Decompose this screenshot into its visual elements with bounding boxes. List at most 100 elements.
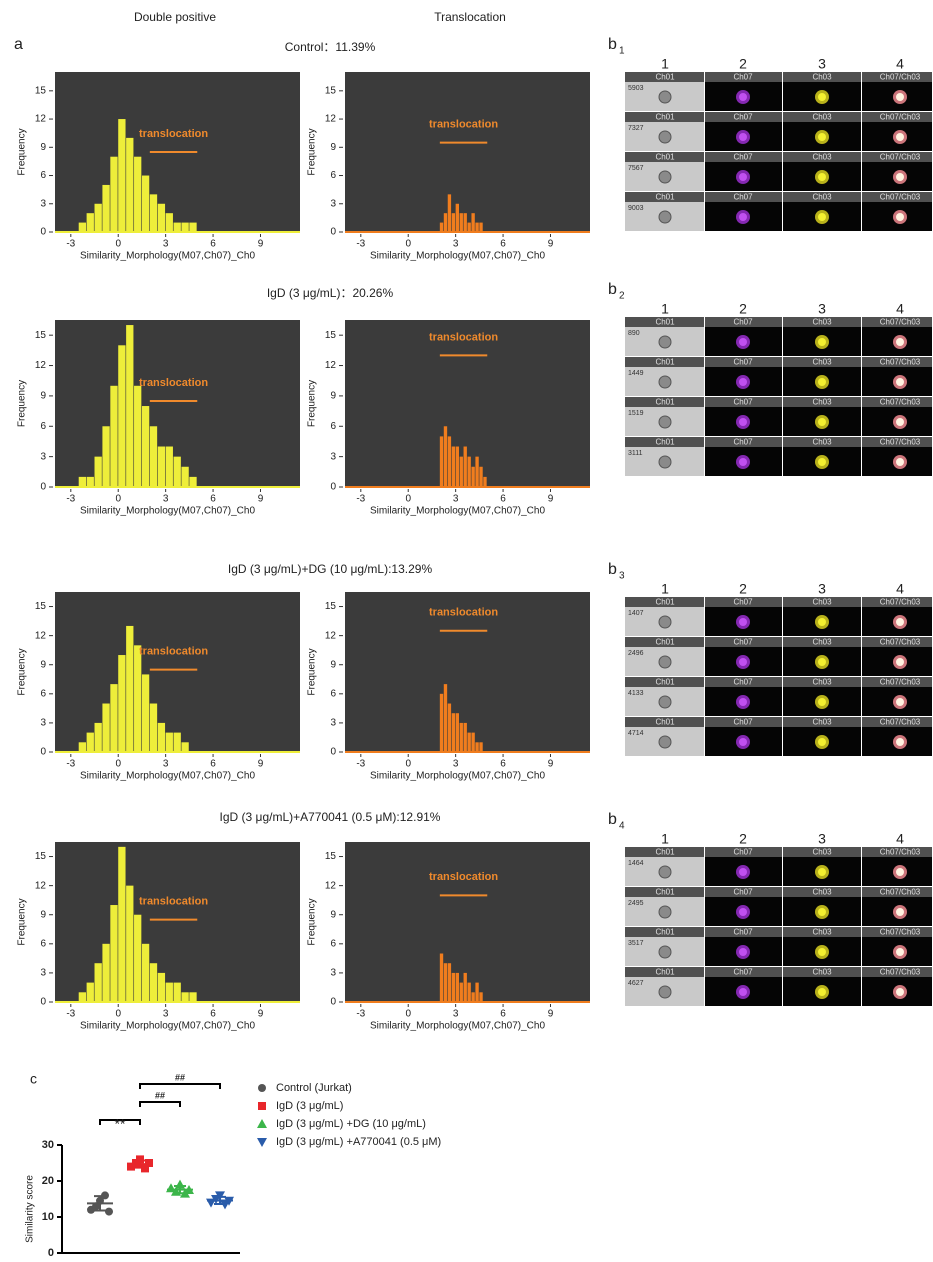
histogram-bar: [102, 426, 109, 487]
channel-label: Ch01: [655, 193, 675, 202]
x-tick-label: -3: [66, 494, 75, 505]
legend-marker: [258, 1084, 266, 1092]
x-tick-label: 6: [210, 494, 216, 505]
y-tick-label: 9: [40, 142, 46, 153]
x-axis-label: Similarity_Morphology(M07,Ch07)_Ch0: [370, 251, 546, 262]
histogram-bar: [126, 325, 133, 487]
histogram-bar: [471, 467, 474, 487]
cell: [896, 93, 904, 101]
cell: [896, 868, 904, 876]
y-tick-label: 3: [40, 451, 46, 462]
channel-label: Ch07/Ch03: [880, 968, 921, 977]
cell: [896, 948, 904, 956]
histogram-bar: [95, 204, 102, 232]
cell: [659, 866, 671, 878]
histogram-bar: [475, 742, 478, 752]
cell-id: 2496: [628, 650, 644, 657]
histogram-bar: [102, 944, 109, 1002]
channel-label: Ch07/Ch03: [880, 928, 921, 937]
cell: [818, 93, 826, 101]
column-number: 3: [818, 831, 826, 847]
legend-marker: [258, 1102, 266, 1110]
cell: [818, 338, 826, 346]
y-tick-label: 6: [40, 688, 46, 699]
cell: [896, 738, 904, 746]
histogram-bar: [479, 992, 482, 1002]
y-tick-label: 0: [40, 747, 46, 758]
cell: [818, 988, 826, 996]
histogram-bar: [79, 992, 86, 1002]
channel-label: Ch07: [733, 113, 753, 122]
cell: [659, 736, 671, 748]
histogram-bar: [468, 733, 471, 752]
channel-label: Ch07: [733, 153, 753, 162]
cell: [739, 458, 747, 466]
significance-bracket: [140, 1084, 220, 1089]
channel-label: Ch07: [733, 398, 753, 407]
y-axis-label: Frequency: [17, 898, 28, 945]
histogram-bar: [110, 157, 117, 232]
panel-label: b: [608, 281, 617, 298]
histogram-bar: [479, 467, 482, 487]
cell: [896, 658, 904, 666]
histogram-bar: [189, 992, 196, 1002]
histogram-bar: [483, 477, 486, 487]
cell: [659, 171, 671, 183]
histogram-bar: [475, 457, 478, 487]
x-axis-label: Similarity_Morphology(M07,Ch07)_Ch0: [370, 1021, 546, 1032]
histogram-bar: [475, 983, 478, 1002]
column-number: 1: [661, 56, 669, 72]
histogram-bar: [464, 723, 467, 752]
gate-annotation: translocation: [139, 377, 208, 389]
channel-label: Ch07: [733, 73, 753, 82]
cell-id: 1464: [628, 860, 644, 867]
histogram-bar: [158, 973, 165, 1002]
y-tick-label: 6: [330, 688, 336, 699]
channel-label: Ch07/Ch03: [880, 73, 921, 82]
plot-background: [345, 72, 590, 232]
panel-label: b: [608, 36, 617, 53]
y-tick-label: 9: [330, 659, 336, 670]
channel-label: Ch07: [733, 358, 753, 367]
y-tick-label: 15: [325, 851, 337, 862]
histogram-bar: [102, 185, 109, 232]
cell: [818, 698, 826, 706]
y-tick-label: 15: [325, 85, 337, 96]
x-axis-label: Similarity_Morphology(M07,Ch07)_Ch0: [80, 506, 256, 517]
panel-label: b: [608, 561, 617, 578]
histogram-bar: [464, 447, 467, 487]
y-tick-label: 6: [40, 938, 46, 949]
y-tick-label: 9: [40, 391, 46, 402]
histogram-bar: [118, 345, 125, 487]
legend-marker: [257, 1138, 267, 1147]
y-tick-label: 15: [35, 601, 47, 612]
column-number: 2: [739, 56, 747, 72]
channel-label: Ch01: [655, 113, 675, 122]
column-number: 1: [661, 581, 669, 597]
x-tick-label: -3: [66, 759, 75, 770]
histogram-bar: [181, 742, 188, 752]
cell: [818, 618, 826, 626]
x-tick-label: 6: [500, 1009, 506, 1020]
y-tick-label: 6: [40, 421, 46, 432]
cell-id: 7327: [628, 125, 644, 132]
histogram-bar: [95, 457, 102, 487]
x-tick-label: 3: [453, 1009, 459, 1020]
y-axis-label: Frequency: [17, 380, 28, 427]
section-title: IgD (3 μg/mL)：20.26%: [267, 286, 394, 300]
histogram-bar: [440, 694, 443, 752]
histogram-bar: [158, 204, 165, 232]
histogram-bar: [134, 386, 141, 487]
cell: [659, 91, 671, 103]
cell: [818, 658, 826, 666]
cell: [896, 458, 904, 466]
x-tick-label: 6: [210, 1009, 216, 1020]
data-point: [101, 1191, 109, 1199]
x-tick-label: 0: [115, 239, 121, 250]
cell: [818, 738, 826, 746]
y-tick-label: 15: [35, 851, 47, 862]
histogram-bar: [189, 223, 196, 232]
gate-annotation: translocation: [429, 871, 498, 883]
x-axis-label: Similarity_Morphology(M07,Ch07)_Ch0: [80, 771, 256, 782]
cell: [818, 173, 826, 181]
